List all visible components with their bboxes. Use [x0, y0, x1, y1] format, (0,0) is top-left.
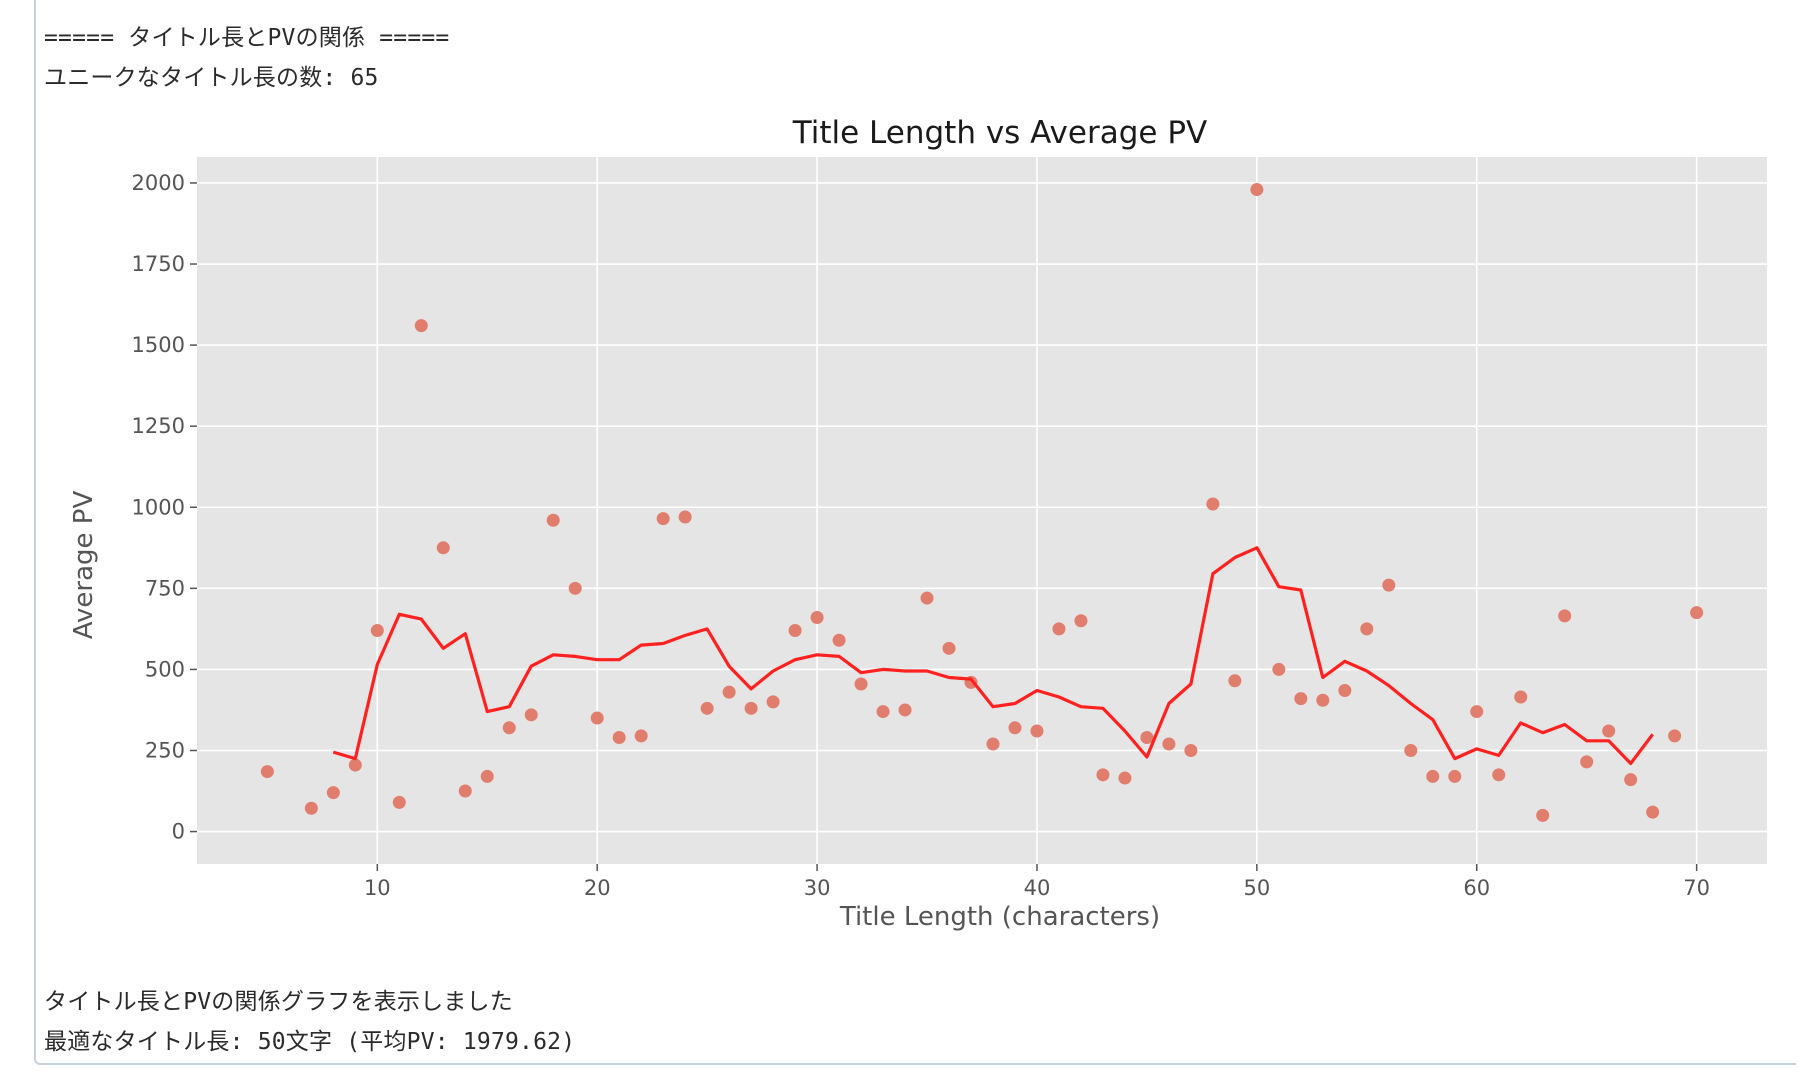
scatter-point: [942, 641, 956, 655]
scatter-point: [568, 581, 582, 595]
scatter-point: [1580, 755, 1594, 769]
scatter-point: [392, 795, 406, 809]
x-tick-label: 10: [364, 876, 391, 900]
y-tick-label: 2000: [132, 171, 185, 195]
scatter-point: [920, 591, 934, 605]
scatter-point: [260, 765, 274, 779]
scatter-point: [1624, 773, 1638, 787]
scatter-point: [524, 708, 538, 722]
plot-area: 0 250 500 750 1000 1250 1500 1750 2000 10 20 30 40 50…: [132, 157, 1767, 900]
scatter-point: [1294, 692, 1308, 706]
scatter-point: [1228, 674, 1242, 688]
scatter-point: [1536, 808, 1550, 822]
x-tick-label: 40: [1024, 876, 1051, 900]
scatter-point: [1272, 662, 1286, 676]
x-axis-label: Title Length (characters): [839, 902, 1160, 932]
scatter-point: [788, 623, 802, 637]
scatter-point: [436, 541, 450, 555]
scatter-point: [1118, 771, 1132, 785]
scatter-point: [414, 319, 428, 333]
output-footer-line-2: 最適なタイトル長: 50文字 (平均PV: 1979.62): [44, 1029, 576, 1055]
scatter-point: [744, 701, 758, 715]
plot-background: [197, 157, 1767, 864]
y-tick-label: 750: [145, 576, 185, 600]
scatter-point: [634, 729, 648, 743]
y-tick-label: 1250: [132, 414, 185, 438]
scatter-point: [1382, 578, 1396, 592]
scatter-point: [458, 784, 472, 798]
scatter-point: [1140, 731, 1154, 745]
y-tick-label: 1500: [132, 333, 185, 357]
output-unique-count-line: ユニークなタイトル長の数: 65: [44, 65, 379, 91]
y-tick-label: 0: [172, 820, 185, 844]
x-tick-label: 20: [584, 876, 611, 900]
scatter-point: [1074, 614, 1088, 628]
x-tick-label: 70: [1683, 876, 1710, 900]
scatter-point: [700, 701, 714, 715]
scatter-point: [1030, 724, 1044, 738]
scatter-point: [1646, 805, 1660, 819]
scatter-point: [1404, 743, 1418, 757]
x-tick-label: 60: [1463, 876, 1490, 900]
y-axis-label: Average PV: [69, 491, 99, 640]
x-tick-label: 50: [1243, 876, 1270, 900]
scatter-point: [1184, 743, 1198, 757]
x-tick-label: 30: [804, 876, 831, 900]
scatter-point: [1514, 690, 1528, 704]
scatter-point: [480, 769, 494, 783]
scatter-point: [370, 623, 384, 637]
scatter-point: [986, 737, 1000, 751]
scatter-point: [898, 703, 912, 717]
scatter-point: [590, 711, 604, 725]
scatter-point: [1250, 183, 1264, 197]
scatter-point: [766, 695, 780, 709]
scatter-point: [656, 512, 670, 526]
scatter-point: [1470, 705, 1484, 719]
y-tick-label: 1750: [132, 252, 185, 276]
scatter-point: [502, 721, 516, 735]
y-tick-label: 500: [145, 657, 185, 681]
scatter-point: [832, 633, 846, 647]
scatter-point: [546, 513, 560, 527]
chart-title: Title Length vs Average PV: [792, 115, 1207, 151]
scatter-point: [678, 510, 692, 524]
scatter-point: [326, 786, 340, 800]
scatter-point: [1558, 609, 1572, 623]
scatter-point: [1316, 693, 1330, 707]
scatter-point: [1162, 737, 1176, 751]
scatter-point: [1492, 768, 1506, 782]
output-footer-line-1: タイトル長とPVの関係グラフを表示しました: [44, 989, 513, 1015]
scatter-point: [1206, 497, 1220, 511]
scatter-point: [1338, 683, 1352, 697]
scatter-point: [810, 611, 824, 625]
moving-average-line: [332, 546, 1654, 766]
scatter-point: [348, 758, 362, 772]
scatter-point: [1008, 721, 1022, 735]
scatter-point: [1690, 606, 1704, 620]
y-tick-label: 1000: [132, 495, 185, 519]
scatter-point: [1052, 622, 1066, 636]
scatter-point: [722, 685, 736, 699]
scatter-point: [1096, 768, 1110, 782]
scatter-point: [1426, 769, 1440, 783]
y-tick-label: 250: [145, 738, 185, 762]
scatter-point: [1602, 724, 1616, 738]
title-length-vs-pv-chart: Title Length vs Average PV 0 250 500 750 100…: [69, 115, 1767, 932]
scatter-point: [304, 801, 318, 815]
scatter-point: [612, 731, 626, 745]
scatter-point: [854, 677, 868, 691]
scatter-point: [1360, 622, 1374, 636]
scatter-point: [876, 705, 890, 719]
scatter-point: [1448, 769, 1462, 783]
output-header-line: ===== タイトル長とPVの関係 =====: [44, 25, 450, 51]
scatter-point: [1668, 729, 1682, 743]
